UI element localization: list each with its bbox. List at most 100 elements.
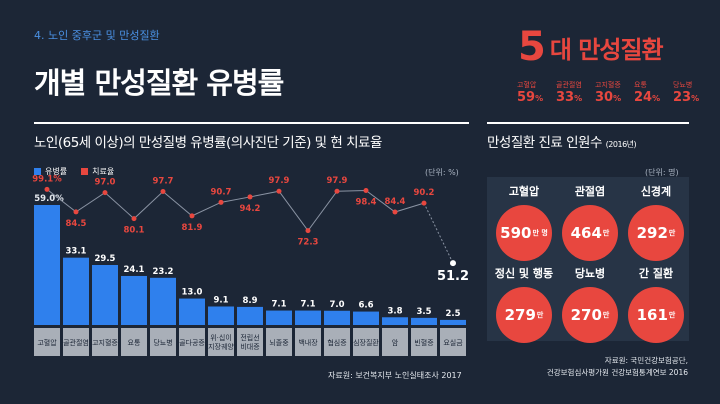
- top-stat-number: 33: [556, 90, 575, 105]
- treatment-rate-label: 97.9: [327, 176, 348, 186]
- category-label-box: [266, 328, 292, 356]
- prevalence-bar: [179, 298, 205, 325]
- prevalence-bar-label: 13.0: [182, 288, 203, 298]
- top-stat-value: 30%: [595, 90, 633, 105]
- prevalence-bar-label: 59.0%: [34, 194, 64, 204]
- top-summary-stats: 고혈압 59% 골관절염 33% 고지혈증 30% 요통 24% 당뇨병 23%: [517, 80, 712, 105]
- category-label: 요통: [128, 339, 141, 347]
- legend-swatch-prevalence: [34, 168, 41, 175]
- treatment-rate-point: [160, 189, 166, 195]
- patient-count-unit: 만 명: [532, 229, 548, 237]
- legend-swatch-treatment: [81, 168, 89, 175]
- patient-count-circle: 464 만: [562, 205, 618, 261]
- top-stat-label: 요통: [634, 81, 647, 89]
- category-label: 백내장: [298, 338, 318, 347]
- top-stat-number: 59: [517, 90, 536, 105]
- treatment-rate-point: [450, 260, 456, 267]
- treatment-rate-label: 97.9: [269, 176, 290, 186]
- top-stat-unit: %: [613, 94, 622, 103]
- top-stat-value: 24%: [634, 90, 672, 105]
- right-panel-title: 만성질환 진료 인원수 (2016년): [487, 131, 637, 151]
- treatment-rate-point: [363, 187, 369, 193]
- top-stat-item: 요통 24%: [634, 80, 672, 105]
- category-label-box: [179, 328, 205, 356]
- legend-label-treatment: 치료율: [92, 167, 115, 176]
- patient-count-item: 간 질환 161 만: [621, 265, 691, 343]
- prevalence-bar: [324, 310, 350, 325]
- top-stat-unit: %: [691, 94, 700, 103]
- treatment-rate-label: 72.3: [298, 238, 319, 248]
- top-stat-item: 고혈압 59%: [517, 80, 555, 105]
- top-stat-unit: %: [574, 94, 583, 103]
- patient-count-disease: 간 질환: [638, 267, 674, 280]
- treatment-rate-label: 81.9: [182, 223, 203, 233]
- category-label: 골다공증: [179, 338, 205, 347]
- category-label-box: [34, 328, 60, 356]
- treatment-rate-label: 90.2: [414, 188, 435, 198]
- top-stat-item: 당뇨병 23%: [673, 80, 711, 105]
- top-stat-number: 30: [595, 90, 614, 105]
- patient-count-circle: 279 만: [496, 287, 552, 343]
- page-title: 개별 만성질환 유병률: [34, 66, 284, 100]
- prevalence-bar: [150, 277, 176, 325]
- category-label: 고혈압: [37, 338, 57, 347]
- category-label: 암: [392, 339, 399, 347]
- treatment-rate-label: 84.4: [385, 197, 406, 207]
- prevalence-bar: [63, 257, 89, 325]
- treatment-rate-label: 98.4: [356, 197, 377, 207]
- patient-count-value: 270: [570, 306, 602, 324]
- legend-item-prevalence: 유병률: [34, 166, 67, 177]
- treatment-rate-point: [218, 199, 224, 205]
- patient-count-item: 정신 및 행동 279 만: [489, 265, 559, 343]
- patient-count-item: 고혈압 590 만 명: [489, 183, 559, 261]
- patient-count-item: 당뇨병 270 만: [555, 265, 625, 343]
- treatment-rate-label: 80.1: [124, 226, 145, 236]
- right-panel-unit: (단위: 명): [645, 168, 679, 177]
- prevalence-bar: [92, 265, 118, 325]
- treatment-rate-point: [421, 200, 427, 206]
- patient-count-disease: 고혈압: [508, 185, 540, 198]
- patient-count-unit: 만: [668, 311, 676, 319]
- category-label-box: [411, 328, 437, 356]
- category-label: 고지혈증: [92, 338, 118, 347]
- category-label: 협심증: [327, 338, 347, 347]
- right-panel-title-text: 만성질환 진료 인원수: [487, 135, 602, 151]
- top-stat-number: 24: [634, 90, 653, 105]
- prevalence-bar: [440, 319, 466, 325]
- category-label-box: [324, 328, 350, 356]
- top-stat-item: 골관절염 33%: [556, 80, 594, 105]
- treatment-rate-point: [131, 216, 137, 222]
- patient-count-item: 신경계 292 만: [621, 183, 691, 261]
- prevalence-bar: [411, 317, 437, 325]
- top-stat-value: 59%: [517, 90, 555, 105]
- patient-count-value: 279: [504, 306, 536, 324]
- prevalence-bar-label: 7.0: [329, 300, 344, 310]
- legend-label-prevalence: 유병률: [45, 167, 68, 176]
- treatment-rate-point: [247, 194, 253, 200]
- treatment-rate-line-dashed: [423, 202, 454, 264]
- chart-legend: 유병률 치료율: [34, 166, 128, 177]
- prevalence-bar: [237, 306, 263, 325]
- category-label: 빈혈증: [414, 338, 434, 347]
- patient-count-value: 590: [500, 224, 532, 242]
- top-stat-unit: %: [535, 94, 544, 103]
- category-label-box: [353, 328, 379, 356]
- category-label-box: [382, 328, 408, 356]
- prevalence-bar: [382, 317, 408, 325]
- treatment-rate-label: 90.7: [211, 187, 232, 197]
- right-panel-divider: [487, 122, 689, 124]
- chart-title: 노인(65세 이상)의 만성질병 유병률(의사진단 기준) 및 현 치료율: [34, 135, 382, 151]
- patient-count-disease: 관절염: [574, 185, 606, 198]
- treatment-rate-label: 97.0: [95, 178, 116, 188]
- legend-item-treatment: 치료율: [81, 166, 114, 177]
- top-stat-value: 23%: [673, 90, 711, 105]
- prevalence-bar-label: 9.1: [213, 295, 228, 305]
- top-stat-label: 당뇨병: [673, 81, 693, 89]
- top-stat-item: 고지혈증 30%: [595, 80, 633, 105]
- patient-count-circle: 292 만: [628, 205, 684, 261]
- category-label: 요실금: [443, 338, 463, 347]
- patient-count-disease: 당뇨병: [574, 267, 606, 280]
- chart-source: 자료원: 보건복지부 노인실태조사 2017: [328, 371, 462, 380]
